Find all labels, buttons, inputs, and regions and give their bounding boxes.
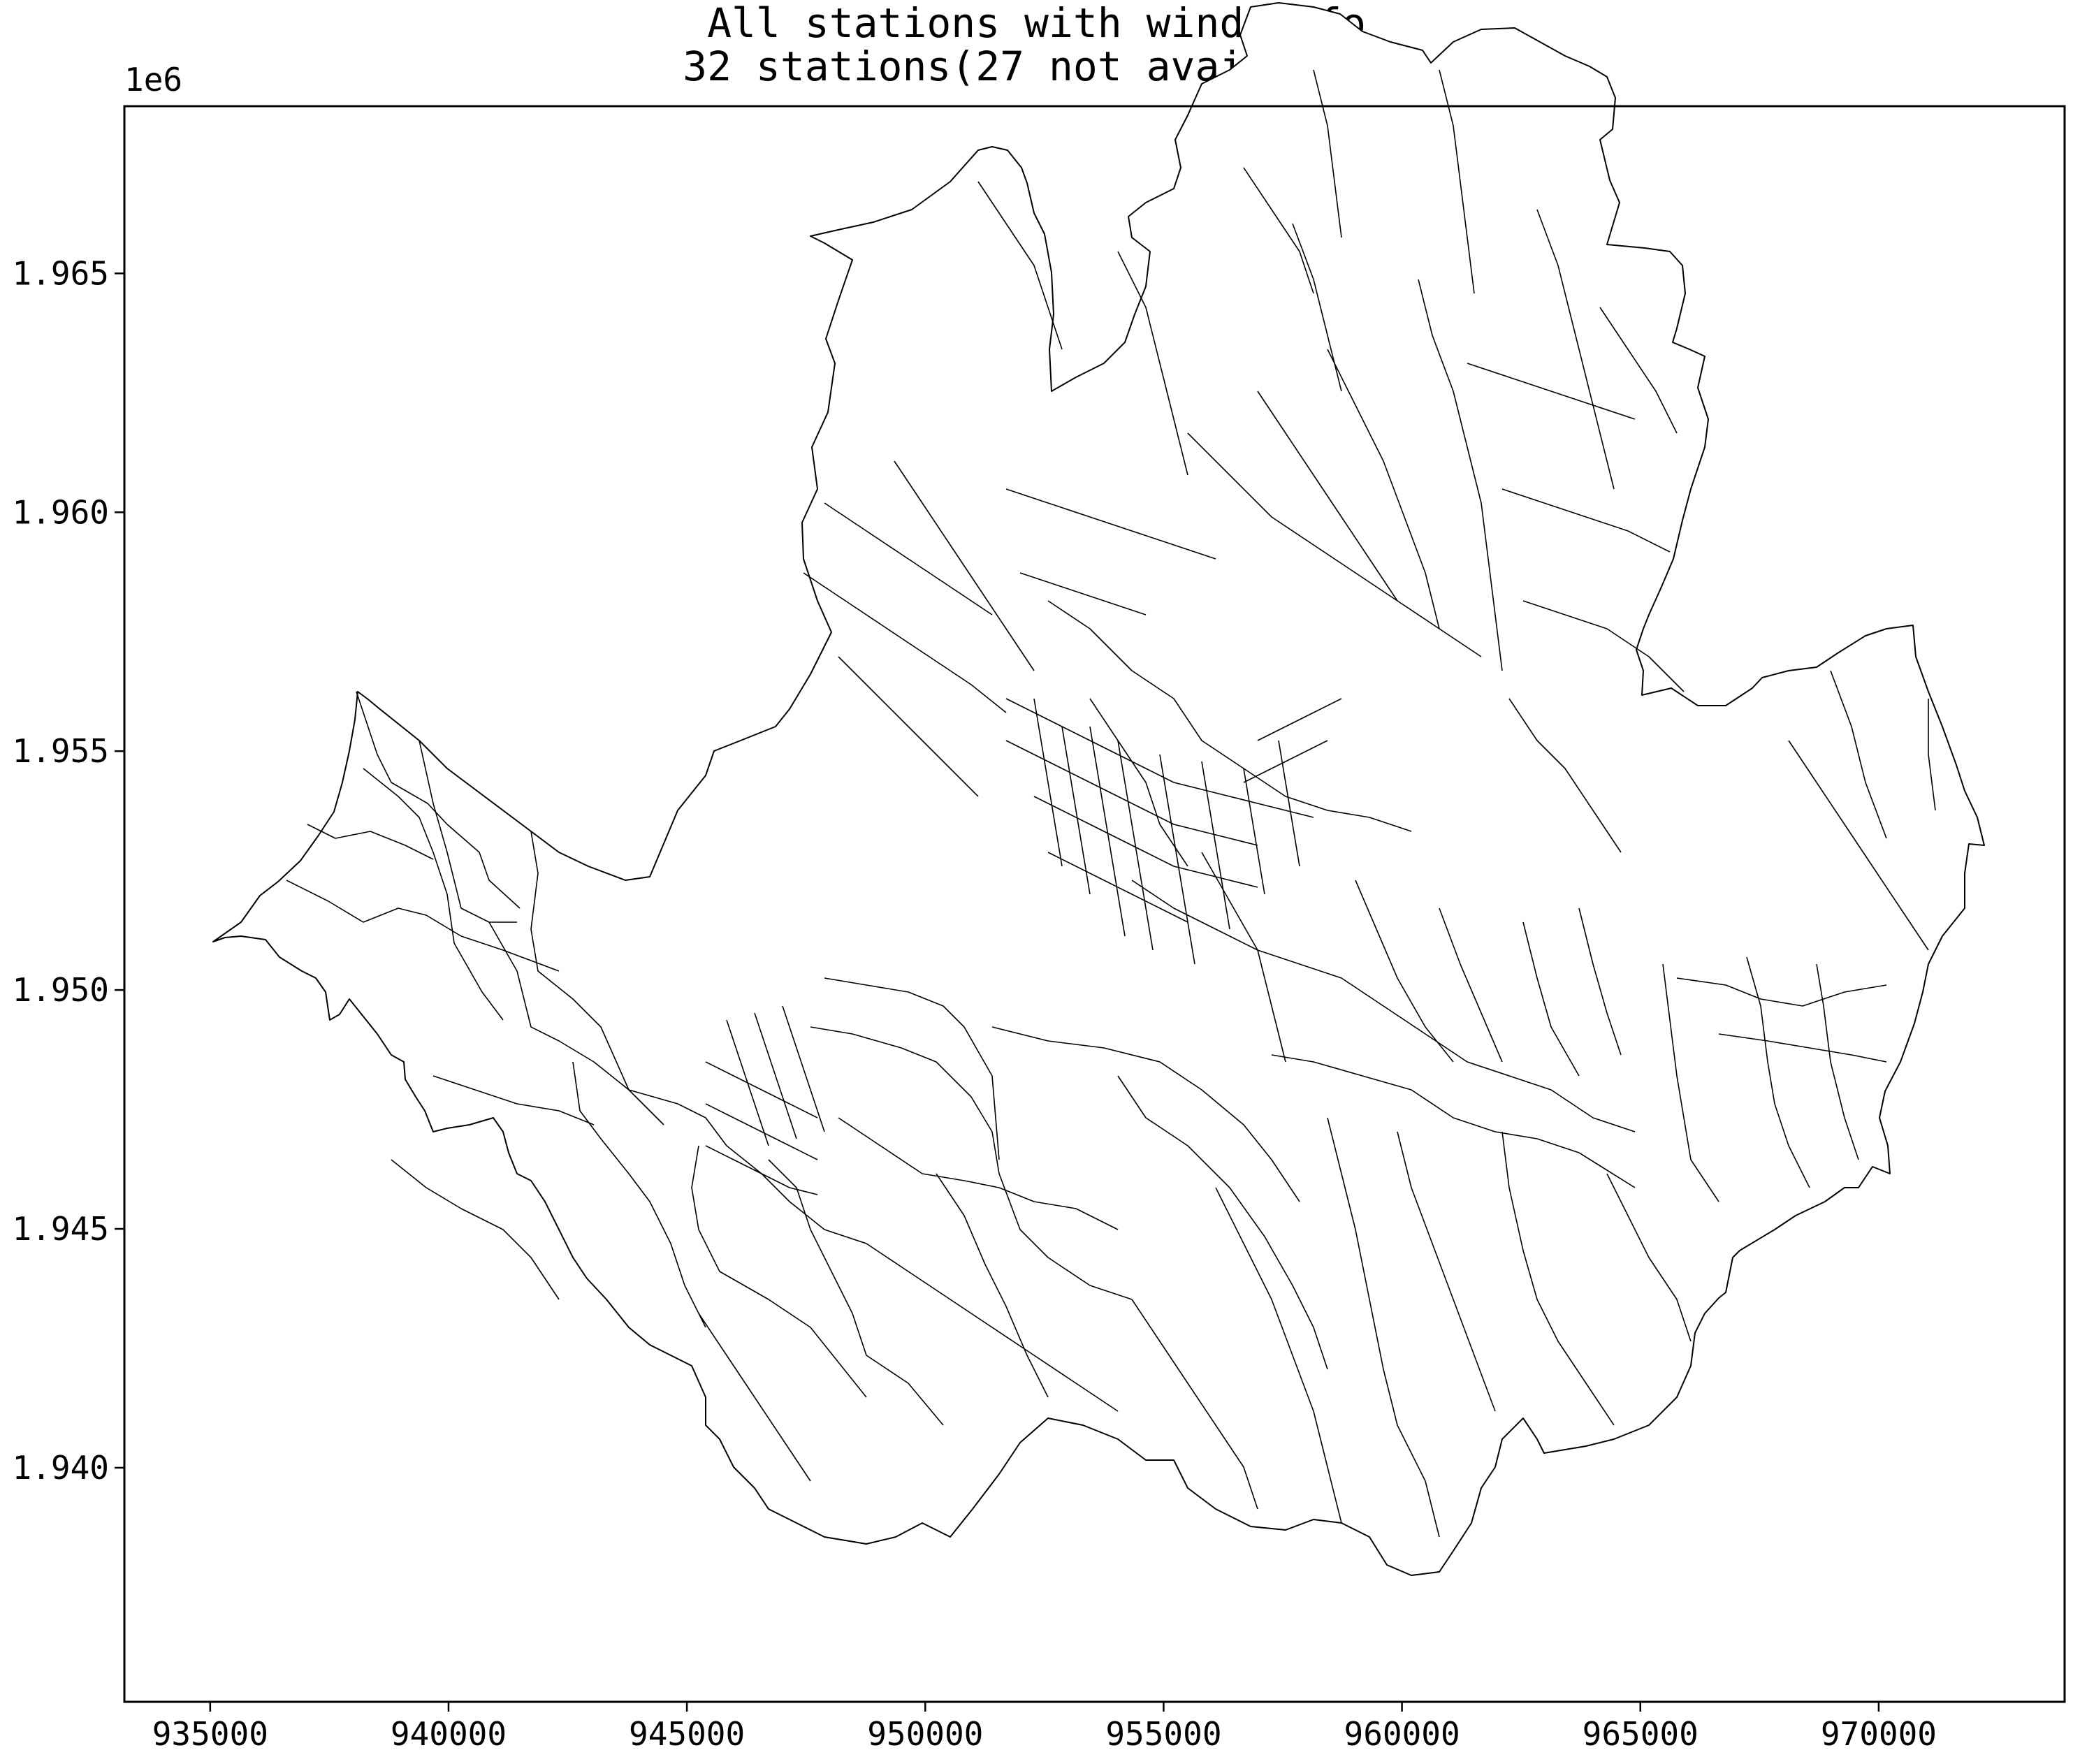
x-tick-label: 950000 bbox=[867, 1715, 983, 1753]
y-tick-label: 1.950 bbox=[13, 971, 109, 1009]
central-district-lines bbox=[705, 698, 1342, 1195]
district-boundaries bbox=[212, 2, 1985, 1576]
x-tick-label: 940000 bbox=[391, 1715, 507, 1753]
x-tick-label: 965000 bbox=[1583, 1715, 1699, 1753]
y-tick-label: 1.940 bbox=[13, 1449, 109, 1487]
x-tick-label: 945000 bbox=[629, 1715, 745, 1753]
x-tick-label: 955000 bbox=[1105, 1715, 1221, 1753]
y-tick-label: 1.955 bbox=[13, 732, 109, 770]
y-tick-label: 1.945 bbox=[13, 1210, 109, 1248]
axes-frame bbox=[123, 105, 2066, 1703]
x-tick-label: 935000 bbox=[152, 1715, 268, 1753]
city-outline bbox=[212, 2, 1985, 1576]
y-axis-offset-label: 1e6 bbox=[124, 61, 182, 99]
x-tick-label: 960000 bbox=[1344, 1715, 1460, 1753]
y-tick-label: 1.960 bbox=[13, 493, 109, 531]
x-tick-label: 970000 bbox=[1821, 1715, 1937, 1753]
y-tick-label: 1.965 bbox=[13, 254, 109, 292]
